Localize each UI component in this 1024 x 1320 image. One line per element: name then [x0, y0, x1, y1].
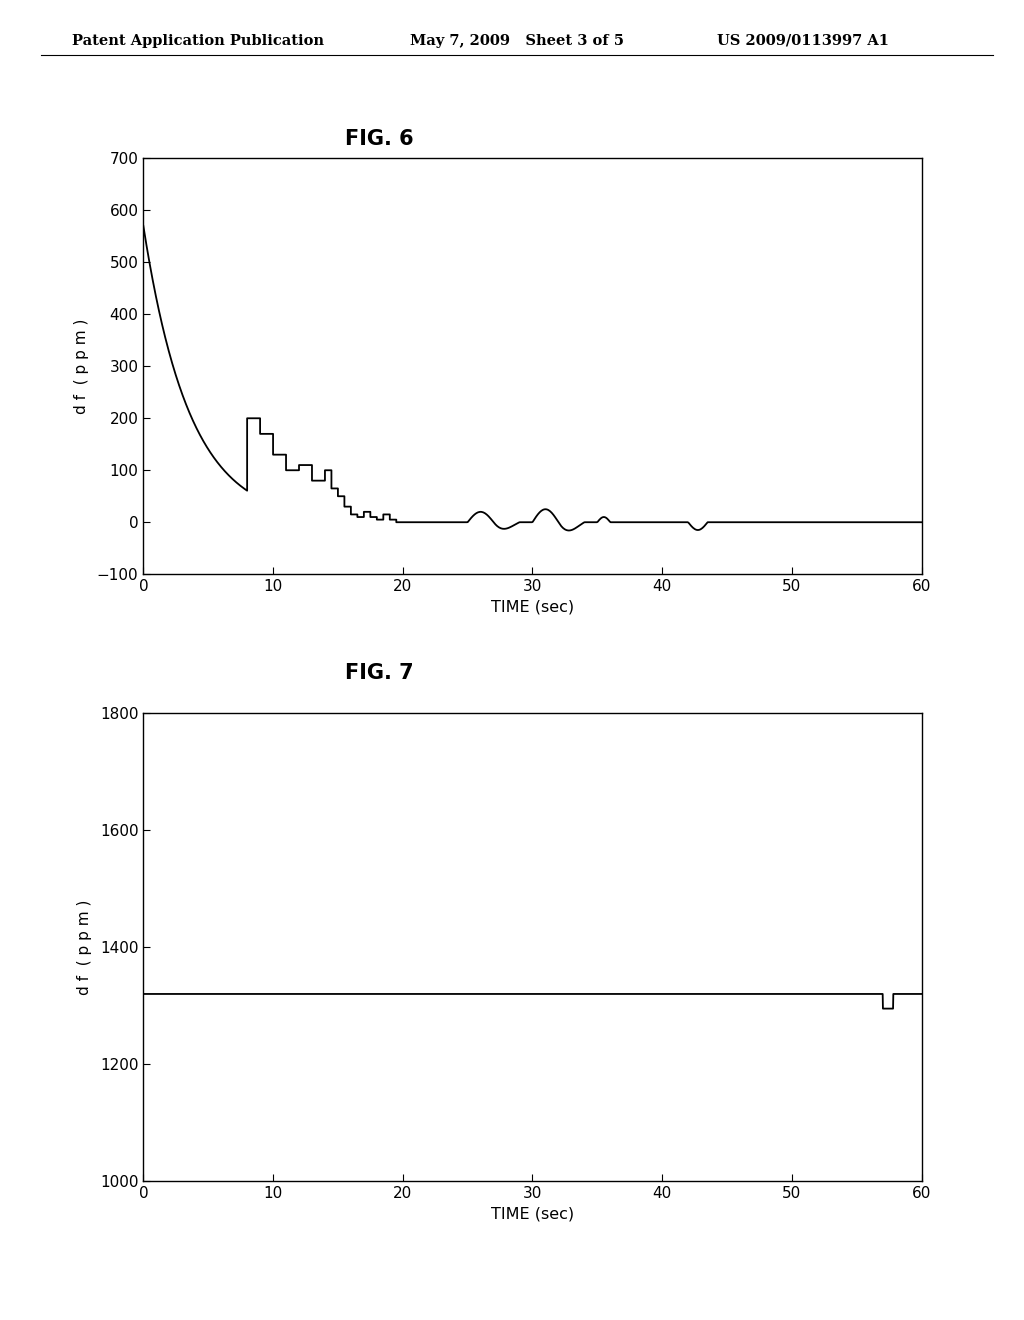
Text: Patent Application Publication: Patent Application Publication — [72, 34, 324, 48]
Text: FIG. 6: FIG. 6 — [344, 128, 414, 149]
X-axis label: TIME (sec): TIME (sec) — [490, 1206, 574, 1222]
Text: May 7, 2009   Sheet 3 of 5: May 7, 2009 Sheet 3 of 5 — [410, 34, 624, 48]
X-axis label: TIME (sec): TIME (sec) — [490, 599, 574, 615]
Text: US 2009/0113997 A1: US 2009/0113997 A1 — [717, 34, 889, 48]
Y-axis label: d f  ( p p m ): d f ( p p m ) — [74, 318, 88, 414]
Y-axis label: d f  ( p p m ): d f ( p p m ) — [77, 899, 91, 995]
Text: FIG. 7: FIG. 7 — [344, 663, 414, 684]
